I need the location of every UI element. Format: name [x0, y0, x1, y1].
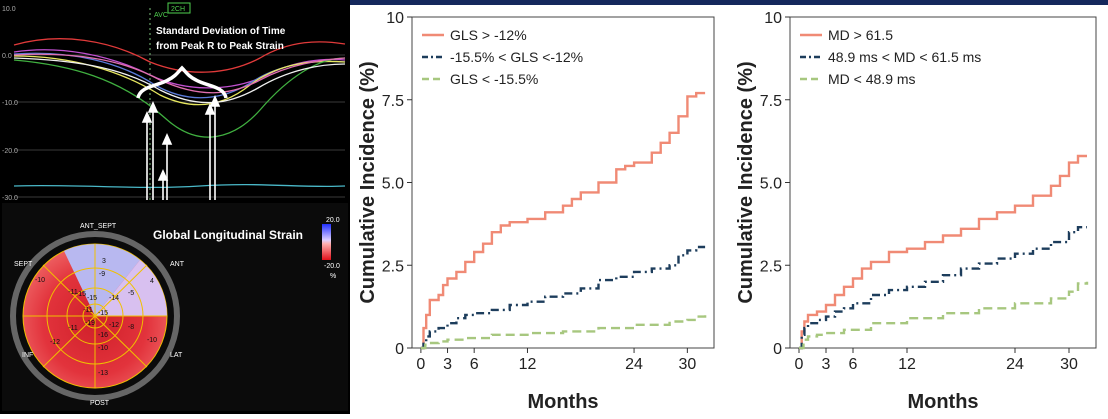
- md-series-line: [799, 281, 1089, 350]
- bullseye: [10, 231, 180, 401]
- gls-series-line: [420, 314, 707, 350]
- segment-value: 3: [102, 258, 106, 265]
- segment-value: -12: [50, 339, 60, 346]
- gls-ytick-label: 5.0: [382, 176, 404, 193]
- strain-ytick-minus20: -20.0: [2, 148, 18, 155]
- gls-xtick-label: 30: [678, 356, 696, 373]
- segment-value: -14: [109, 295, 119, 302]
- gls-series-line: [420, 245, 706, 350]
- gls-xtick-label: 3: [443, 356, 452, 373]
- echo-strain-svg: 10.0 0.0 -10.0 -20.0 -30.0 2CH AVC Stand…: [0, 0, 350, 411]
- label-inf: INF: [22, 352, 33, 359]
- chart-panel-gls: 0 2.5 5.0 7.5 10 0 3 6 12 24 30 Months Cumulative In…: [350, 0, 728, 414]
- scale-min: -20.0: [324, 263, 340, 270]
- gls-xtick-label: 0: [416, 356, 425, 373]
- md-y-axis-label: Cumulative Incidence (%): [735, 61, 757, 303]
- segment-value: -15: [76, 291, 86, 298]
- md-xtick-label: 24: [1006, 356, 1024, 373]
- label-lat: LAT: [170, 352, 183, 359]
- segment-value: -19: [85, 320, 95, 327]
- segment-values: 3 4 -10 -13 -12 -10 -9 -5 -8 -10 -11 -11…: [35, 258, 157, 377]
- segment-value: -9: [99, 271, 105, 278]
- segment-value: -15: [87, 295, 97, 302]
- label-sept: SEPT: [14, 261, 33, 268]
- curly-brace: [136, 65, 228, 99]
- gls-series-line: [420, 91, 706, 350]
- md-legend-label: MD > 61.5: [828, 27, 893, 43]
- gls-xtick-label: 12: [519, 356, 537, 373]
- strain-curves: [13, 38, 346, 189]
- strain-plot-area: [0, 0, 350, 200]
- avc-label: AVC: [154, 12, 168, 19]
- md-series-line: [799, 154, 1087, 350]
- md-xtick-label: 12: [898, 356, 916, 373]
- md-legend-label: MD < 48.9 ms: [828, 71, 916, 87]
- gls-ytick-label: 10: [386, 10, 404, 27]
- md-ytick-label: 2.5: [760, 258, 782, 275]
- bullseye-title: Global Longitudinal Strain: [153, 228, 303, 242]
- gls-y-axis-label: Cumulative Incidence (%): [357, 61, 379, 303]
- segment-value: -10: [98, 345, 108, 352]
- annotation-line-1: Standard Deviation of Time: [156, 26, 286, 37]
- color-scale: [322, 224, 331, 260]
- strain-ytick-minus30: -30.0: [2, 195, 18, 202]
- gls-legend-label: GLS < -15.5%: [450, 71, 538, 87]
- segment-value: -11: [68, 325, 78, 332]
- md-ytick-label: 5.0: [760, 176, 782, 193]
- segment-value: -12: [109, 322, 119, 329]
- segment-value: -16: [98, 332, 108, 339]
- segment-value: -8: [128, 324, 134, 331]
- md-series-line: [799, 226, 1087, 350]
- md-ytick-label: 10: [764, 10, 782, 27]
- gls-ytick-label: 2.5: [382, 258, 404, 275]
- segment-ant: [95, 260, 167, 316]
- md-xtick-label: 0: [795, 356, 804, 373]
- strain-ytick-10: 10.0: [2, 6, 16, 13]
- segment-value: -11: [83, 307, 93, 314]
- md-legend-label: 48.9 ms < MD < 61.5 ms: [828, 49, 981, 65]
- md-x-axis-label: Months: [907, 391, 978, 413]
- scale-unit: %: [330, 273, 336, 280]
- gls-plot-frame: [411, 16, 715, 349]
- gls-ytick-label: 0: [395, 341, 404, 358]
- echo-strain-image: 10.0 0.0 -10.0 -20.0 -30.0 2CH AVC Stand…: [0, 0, 350, 414]
- label-ant-sept: ANT_SEPT: [80, 223, 117, 230]
- chart-panel-md: 0 2.5 5.0 7.5 10 0 3 6 12 24 30 Months Cumulative In…: [728, 0, 1108, 414]
- bullseye-labels: ANT_SEPT ANT SEPT INF LAT POST: [14, 223, 185, 407]
- label-ant: ANT: [170, 261, 185, 268]
- segment-value: -11: [68, 289, 78, 296]
- strain-ytick-0: 0.0: [2, 53, 12, 60]
- segment-ant-sept: [64, 244, 140, 316]
- segment-value: -15: [98, 310, 108, 317]
- segment-value: -13: [98, 370, 108, 377]
- top-accent-bar: [350, 0, 1108, 5]
- md-ytick-label: 7.5: [760, 93, 782, 110]
- bullseye-outer-ring: [10, 231, 180, 401]
- gls-legend-label: -15.5% < GLS <-12%: [450, 49, 583, 65]
- md-xtick-label: 6: [849, 356, 858, 373]
- md-xtick-label: 30: [1060, 356, 1078, 373]
- scale-max: 20.0: [326, 217, 340, 224]
- strain-ytick-minus10: -10.0: [2, 100, 18, 107]
- annotation-line-2: from Peak R to Peak Strain: [156, 41, 284, 52]
- view-badge: 2CH: [171, 6, 185, 13]
- md-incidence-chart: 0 2.5 5.0 7.5 10 0 3 6 12 24 30 Months Cumulative In…: [735, 10, 1097, 413]
- md-xtick-label: 3: [822, 356, 831, 373]
- segment-value: -10: [147, 337, 157, 344]
- gls-xtick-label: 24: [625, 356, 643, 373]
- gls-legend-label: GLS > -12%: [450, 27, 527, 43]
- bullseye-dividers: [23, 244, 167, 388]
- gls-xtick-label: 6: [470, 356, 479, 373]
- gls-ytick-label: 7.5: [382, 93, 404, 110]
- gls-x-axis-label: Months: [527, 391, 598, 413]
- md-ytick-label: 0: [773, 341, 782, 358]
- segment-value: -5: [128, 290, 134, 297]
- gls-incidence-chart: 0 2.5 5.0 7.5 10 0 3 6 12 24 30 Months Cumulative In…: [357, 10, 715, 413]
- peak-arrows: [141, 95, 221, 200]
- segment-value: -10: [35, 277, 45, 284]
- label-post: POST: [90, 400, 110, 407]
- view-badge-box: [167, 2, 191, 14]
- segment-value: 4: [150, 278, 154, 285]
